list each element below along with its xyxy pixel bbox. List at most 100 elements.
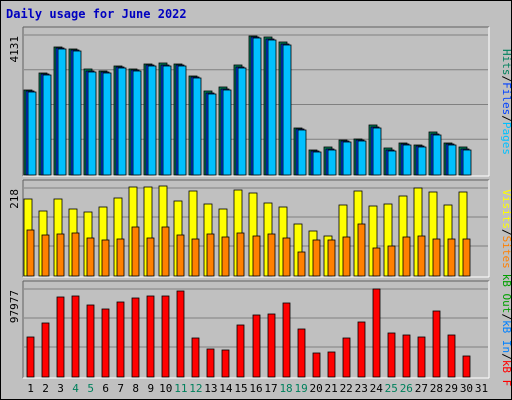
bar-pages-12 [192, 77, 202, 176]
bar-pages-9 [147, 65, 157, 176]
bar-pages-18 [282, 44, 292, 176]
x-tick-label: 4 [72, 382, 79, 395]
x-tick-label: 5 [87, 382, 94, 395]
bar-sites-24 [372, 247, 381, 277]
bar-kb-f-13 [206, 348, 215, 378]
bar-kb-f-7 [116, 301, 125, 378]
bar-sites-23 [357, 223, 366, 277]
bar-pages-1 [27, 91, 37, 176]
bar-sites-4 [71, 232, 80, 277]
bar-pages-28 [432, 134, 442, 176]
bar-sites-11 [176, 234, 185, 277]
x-tick-label: 15 [234, 382, 247, 395]
legend-entry: kB In [500, 320, 512, 353]
x-tick-label: 13 [204, 382, 217, 395]
bar-kb-f-26 [402, 334, 411, 378]
bar-sites-29 [447, 238, 456, 277]
bar-kb-f-16 [252, 314, 261, 378]
x-tick-label: 8 [132, 382, 139, 395]
bar-sites-12 [191, 238, 200, 277]
bar-kb-f-30 [462, 355, 471, 378]
x-tick-label: 28 [430, 382, 443, 395]
x-tick-label: 16 [249, 382, 262, 395]
bar-pages-3 [57, 48, 67, 176]
bar-sites-10 [161, 226, 170, 277]
bar-sites-2 [41, 234, 50, 277]
bar-kb-f-27 [417, 336, 426, 378]
bar-kb-f-8 [131, 297, 140, 378]
x-tick-label: 31 [475, 382, 488, 395]
bar-pages-26 [402, 144, 412, 176]
x-tick-label: 6 [102, 382, 109, 395]
x-tick-label: 29 [445, 382, 458, 395]
legend-entry: Files [500, 82, 512, 115]
x-tick-label: 11 [174, 382, 187, 395]
bar-kb-f-22 [342, 337, 351, 378]
bar-pages-6 [102, 72, 112, 176]
bar-kb-f-23 [357, 321, 366, 378]
x-tick-label: 26 [400, 382, 413, 395]
bar-pages-22 [342, 141, 352, 176]
legend-middle: Visits/Sites [500, 189, 512, 269]
legend-entry: kB F [500, 360, 512, 387]
legend-entry: / [500, 76, 512, 83]
bar-sites-26 [402, 236, 411, 277]
legend-entry: Pages [500, 122, 512, 155]
bar-sites-6 [101, 239, 110, 277]
legend-entry: Visits [500, 189, 512, 229]
bar-pages-19 [297, 129, 307, 176]
bar-pages-20 [312, 151, 322, 176]
legend-entry: kB Out [500, 274, 512, 314]
x-tick-label: 27 [415, 382, 428, 395]
bar-pages-14 [222, 89, 232, 176]
legend-entry: / [500, 115, 512, 122]
bar-sites-30 [462, 238, 471, 277]
bar-kb-f-15 [236, 324, 245, 378]
x-tick-label: 10 [159, 382, 172, 395]
legend-top: Hits/Files/Pages [500, 49, 512, 155]
bar-pages-23 [357, 140, 367, 176]
y-max-label: 97977 [8, 290, 21, 323]
bar-kb-f-2 [41, 322, 50, 378]
bar-sites-9 [146, 237, 155, 277]
legend-bottom: kB Out/kB In/kB F [500, 274, 512, 387]
bar-sites-27 [417, 235, 426, 277]
bar-kb-f-9 [146, 295, 155, 378]
bar-pages-11 [177, 65, 187, 176]
bar-sites-15 [236, 232, 245, 277]
y-max-label: 218 [8, 189, 21, 209]
x-tick-label: 1 [27, 382, 34, 395]
x-tick-label: 9 [147, 382, 154, 395]
bar-sites-1 [26, 229, 35, 277]
bar-pages-13 [207, 93, 217, 176]
x-tick-label: 7 [117, 382, 124, 395]
bar-sites-19 [297, 251, 306, 277]
bar-kb-f-21 [327, 351, 336, 378]
bar-kb-f-14 [221, 349, 230, 378]
bar-kb-f-5 [86, 304, 95, 378]
bar-kb-f-4 [71, 295, 80, 378]
legend-entry: Sites [500, 236, 512, 269]
bar-sites-22 [342, 236, 351, 277]
bar-pages-15 [237, 67, 247, 176]
bar-kb-f-29 [447, 334, 456, 378]
bar-pages-29 [447, 144, 457, 176]
x-tick-label: 24 [370, 382, 384, 395]
bar-pages-7 [117, 67, 127, 176]
bar-kb-f-10 [161, 295, 170, 378]
x-tick-label: 2 [42, 382, 49, 395]
bar-sites-7 [116, 238, 125, 277]
bar-pages-10 [162, 65, 172, 176]
bar-pages-24 [372, 127, 382, 176]
bar-kb-f-28 [432, 310, 441, 378]
chart-title: Daily usage for June 2022 [6, 7, 187, 21]
legend-entry: Hits [500, 49, 512, 76]
bar-kb-f-1 [26, 336, 35, 378]
bar-pages-2 [42, 74, 52, 176]
bar-sites-8 [131, 226, 140, 277]
bar-sites-13 [206, 233, 215, 277]
bar-pages-27 [417, 146, 427, 176]
bar-sites-18 [282, 237, 291, 277]
bar-pages-4 [72, 50, 82, 176]
